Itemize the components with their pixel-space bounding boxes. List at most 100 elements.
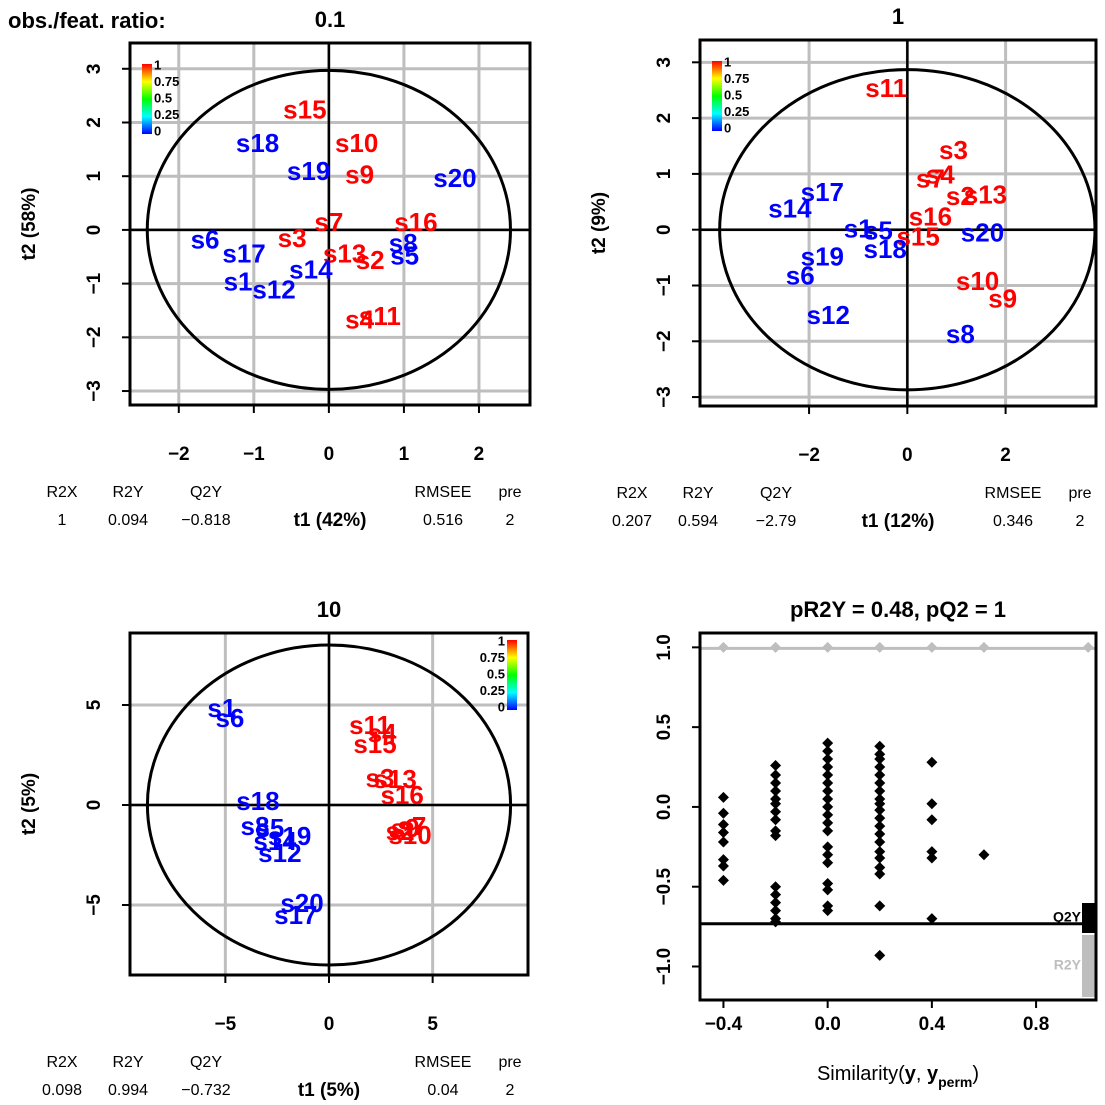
stat-name: R2Y [112,1054,143,1071]
y-tick-label: −2 [654,330,675,352]
sample-label: s3 [939,135,968,165]
data-point [770,916,782,928]
data-point [770,769,782,781]
stat-value: 0.094 [108,512,148,529]
data-point [770,785,782,797]
colorbar-label: 0 [498,699,505,714]
data-point [926,641,938,653]
y-tick-label: −0.5 [654,868,675,906]
x-tick-label: −1 [243,444,265,465]
data-point [770,641,782,653]
stat-value: 0.346 [993,513,1033,530]
sample-label: s1 [207,693,236,723]
data-point [1082,641,1094,653]
y-tick-label: 1 [654,168,675,179]
y-tick-label: 1.0 [654,634,675,660]
sample-label: s17 [801,177,844,207]
sample-label: s7 [397,811,426,841]
data-point [822,785,834,797]
y-tick-label: 0 [84,800,105,811]
data-point [874,862,886,874]
data-point [717,860,729,872]
x-tick-label: 0 [902,445,913,466]
chart-title: 1 [892,4,904,29]
data-point [770,798,782,810]
data-point [822,761,834,773]
sample-label: s6 [215,703,244,733]
sample-label: s20 [433,163,476,193]
y-axis-label: t2 (5%) [19,773,40,835]
sample-label: s7 [314,207,343,237]
x-axis-label: Similarity(y, yperm) [817,1063,979,1089]
data-point [874,812,886,824]
stat-value: −2.79 [756,513,797,530]
data-point [874,836,886,848]
data-point [822,809,834,821]
sample-label: s12 [258,838,301,868]
data-point [717,791,729,803]
sample-label: s8 [241,811,270,841]
x-tick-label: 0 [324,1014,335,1035]
y-tick-label: 3 [84,63,105,74]
data-point [874,769,886,781]
x-tick-label: 0.8 [1023,1014,1049,1035]
colorbar-label: 0.75 [154,74,179,89]
sample-label: s10 [956,266,999,296]
data-point [874,798,886,810]
data-point [822,878,834,890]
stat-value: 0.098 [42,1082,82,1099]
colorbar-label: 0.5 [154,90,172,105]
stat-name: pre [498,484,521,501]
data-point [822,641,834,653]
x-tick-label: 5 [427,1014,438,1035]
x-axis-label-part: Similarity( [817,1063,905,1085]
sample-label: s19 [801,242,844,272]
sample-label: s12 [252,275,295,305]
data-point [770,889,782,901]
data-point [874,846,886,858]
data-point [822,905,834,917]
sample-label: s5 [255,813,284,843]
data-point [822,737,834,749]
data-point [717,818,729,830]
data-point [874,820,886,832]
stat-value: 0.207 [612,513,652,530]
stat-name: R2X [46,484,77,501]
data-point [874,868,886,880]
sample-label: s18 [236,128,279,158]
y-tick-label: −1.0 [654,948,675,986]
plot-frame [128,41,532,407]
colorbar-label: 0.25 [724,104,749,119]
data-point [874,761,886,773]
sample-label: s5 [390,241,419,271]
x-axis-label-part: perm [938,1074,972,1090]
y-tick-label: 2 [84,117,105,128]
sample-label: s3 [366,763,395,793]
confidence-ellipse [145,68,512,391]
confidence-ellipse [145,643,513,967]
data-point [874,852,886,864]
stat-value: 0.594 [678,513,718,530]
data-point [717,854,729,866]
data-point [822,769,834,781]
x-tick-label: 2 [1000,445,1011,466]
sample-label: s11 [865,73,907,103]
y-tick-label: −2 [84,326,105,348]
sample-label: s14 [768,194,812,224]
colorbar-label: 0.75 [724,71,749,86]
data-point [874,900,886,912]
stat-name: pre [1068,485,1091,502]
data-point [770,777,782,789]
stat-name: R2X [46,1054,77,1071]
sample-label: s13 [373,764,416,794]
data-point [874,753,886,765]
colorbar-label: 0.25 [480,683,505,698]
data-point [770,905,782,917]
sample-label: s16 [394,207,437,237]
stat-value: −0.818 [181,512,230,529]
sample-label: s14 [289,255,333,285]
sample-label: s15 [283,95,326,125]
legend-swatch [1082,935,1096,997]
y-tick-label: −3 [654,386,675,408]
